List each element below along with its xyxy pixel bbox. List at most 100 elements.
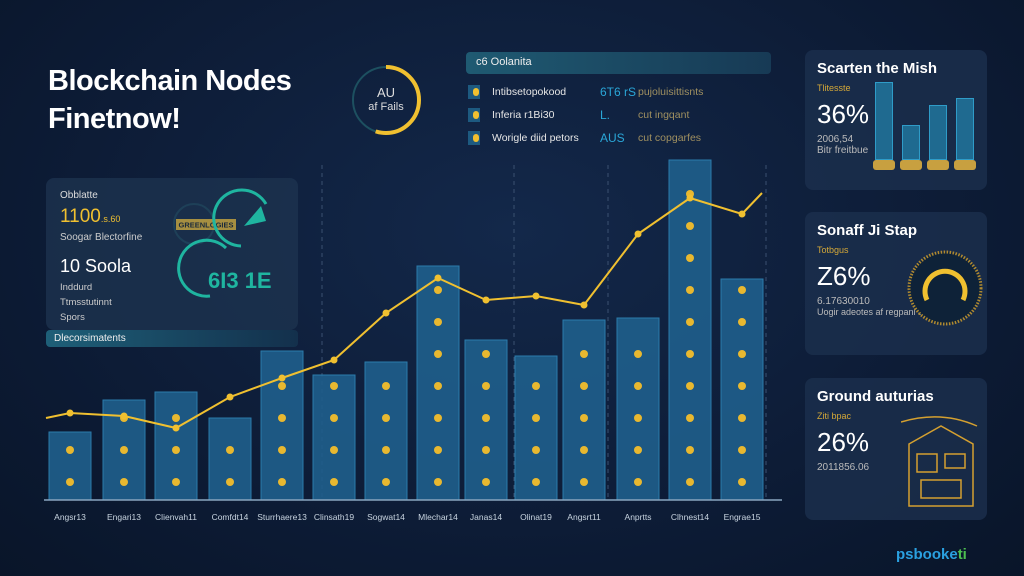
bar: [208, 417, 252, 501]
legend-item: Inferia r1Bi30 L. cut ingqant: [468, 103, 771, 126]
bar: [514, 355, 558, 501]
stat-card-3: Ground auturias Ziti bpac 26% 2011856.06: [805, 378, 987, 520]
bar-node-dot: [330, 478, 338, 486]
mini-bar: [902, 124, 920, 160]
bar-node-dot: [434, 414, 442, 422]
card-value: 26%: [817, 427, 870, 457]
stats-value-1: 1100.s.60: [60, 206, 121, 227]
bar-node-dot: [686, 478, 694, 486]
bar-node-dot: [382, 478, 390, 486]
bar-node-dot: [482, 350, 490, 358]
bar-node-dot: [120, 446, 128, 454]
bar-node-dot: [120, 478, 128, 486]
card-detail: Uogir adeotes af regpanl otions: [817, 307, 943, 317]
line-point: [330, 356, 338, 364]
mini-bar-cap: [927, 160, 949, 170]
line-series: [45, 192, 763, 430]
bar-node-dot: [172, 414, 180, 422]
bar-node-dot: [738, 478, 746, 486]
x-tick-label: Angsr13: [54, 512, 86, 522]
bar-node-dot: [226, 446, 234, 454]
bar-node-dot: [330, 446, 338, 454]
x-tick-label: Comfdt14: [212, 512, 249, 522]
bar-node-dot: [686, 286, 694, 294]
x-tick-label: Angsrt11: [567, 512, 601, 522]
bar-node-dot: [66, 446, 74, 454]
bar-node-dot: [278, 382, 286, 390]
bar-node-dot: [580, 446, 588, 454]
line-point: [634, 230, 642, 238]
bar-node-dot: [382, 382, 390, 390]
legend-swatch-icon: [468, 130, 480, 145]
bar-node-dot: [580, 478, 588, 486]
line-point: [120, 412, 128, 420]
card-title: Scarten the Mish: [817, 60, 938, 77]
bar: [668, 159, 712, 501]
x-tick-label: Olinat19: [520, 512, 552, 522]
bar-node-dot: [330, 382, 338, 390]
card-detail: 6.17630010: [817, 296, 870, 307]
line-point: [66, 409, 74, 417]
building-illustration-icon: [901, 416, 978, 507]
bar-node-dot: [738, 382, 746, 390]
bar-node-dot: [532, 382, 540, 390]
x-tick-label: Janas14: [470, 512, 502, 522]
card-title: Sonaff Ji Stap: [817, 222, 918, 239]
mini-bar-cap: [873, 160, 895, 170]
bar-node-dot: [634, 350, 642, 358]
bar-node-dot: [226, 478, 234, 486]
ring-gauge: [351, 65, 421, 135]
bar-node-dot: [580, 414, 588, 422]
ring-label: AU af Fails: [368, 85, 404, 114]
line-point: [172, 424, 180, 432]
bar-node-dot: [686, 446, 694, 454]
badge-label: GREENLOGIES: [178, 221, 233, 230]
bar-node-dot: [580, 382, 588, 390]
bar-node-dot: [738, 414, 746, 422]
bar-node-dot: [330, 414, 338, 422]
card-title: Ground auturias: [817, 388, 934, 405]
stats-label: Obblatte: [60, 190, 98, 201]
card-detail: Bitr freitbue: [817, 145, 869, 156]
bar-node-dot: [434, 286, 442, 294]
line-point: [278, 374, 286, 382]
bar-node-dot: [482, 414, 490, 422]
x-tick-label: Mlechar14: [418, 512, 458, 522]
bar-node-dot: [382, 414, 390, 422]
bar-node-dot: [532, 414, 540, 422]
bar-node-dot: [580, 350, 588, 358]
bar-node-dot: [738, 350, 746, 358]
bar-node-dot: [382, 446, 390, 454]
bar-node-dot: [434, 318, 442, 326]
gauge-icons: GREENLOGIES 6I3 1E: [173, 188, 272, 298]
card-sub: Totbgus: [817, 245, 849, 255]
bar-node-dot: [482, 382, 490, 390]
bar-node-dot: [172, 478, 180, 486]
brand-logo: psbooketi: [896, 546, 967, 563]
line-point: [226, 393, 234, 401]
stats-caption: Soogar Blectorfine: [60, 232, 143, 243]
bar-node-dot: [278, 446, 286, 454]
stat-card-1: Scarten the Mish Tlitesste 36% 2006,54 B…: [805, 50, 987, 190]
x-tick-label: Engari13: [107, 512, 141, 522]
mini-bar-cap: [900, 160, 922, 170]
bar-node-dot: [686, 382, 694, 390]
legend-swatch-icon: [468, 107, 480, 122]
stats-lines: Inddurd Ttmsstutinnt Spors: [60, 282, 112, 323]
mini-bar: [875, 82, 893, 160]
stat-card-2: Sonaff Ji Stap Totbgus Z6% 6.17630010 Uo…: [805, 212, 987, 355]
bar-node-dot: [686, 222, 694, 230]
dial-icon: [907, 250, 983, 326]
bar-node-dot: [482, 478, 490, 486]
bar: [48, 431, 92, 501]
x-tick-label: Clhnest14: [671, 512, 710, 522]
mini-bar: [956, 97, 974, 160]
line-point: [738, 210, 746, 218]
stats-value-2: 10 Soola: [60, 256, 132, 276]
legend-header: c6 Oolanita: [466, 52, 771, 74]
bar-node-dot: [172, 446, 180, 454]
page-title: Blockchain Nodes Finetnow!: [48, 65, 292, 135]
bar-node-dot: [738, 446, 746, 454]
bar-node-dot: [434, 382, 442, 390]
card-value: 36%: [817, 99, 870, 129]
